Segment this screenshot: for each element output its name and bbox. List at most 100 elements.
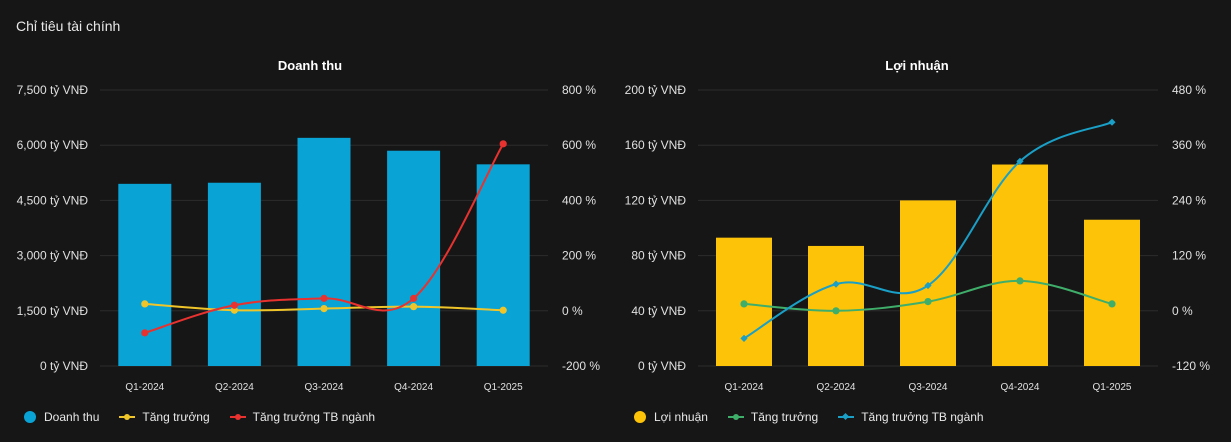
- y-right-tick-label: 480 %: [1172, 83, 1206, 97]
- x-tick-label: Q1-2025: [484, 382, 523, 393]
- line-series: [141, 300, 507, 314]
- series-line: [144, 302, 504, 312]
- bar: [716, 237, 772, 366]
- x-tick-label: Q1-2024: [125, 382, 164, 393]
- y-left-tick-label: 160 tỷ VNĐ: [625, 138, 687, 152]
- y-left-tick-label: 6,000 tỷ VNĐ: [17, 138, 89, 152]
- y-right-tick-label: 120 %: [1172, 249, 1206, 263]
- page-title: Chỉ tiêu tài chính: [16, 18, 121, 34]
- y-left-tick-label: 80 tỷ VNĐ: [631, 249, 686, 263]
- y-right-tick-label: 800 %: [562, 83, 596, 97]
- bar: [118, 183, 172, 366]
- chart-title: Lợi nhuận: [885, 58, 948, 73]
- y-left-tick-label: 40 tỷ VNĐ: [631, 304, 686, 318]
- legend-line-symbol: [229, 412, 246, 422]
- bar: [808, 245, 864, 366]
- legend-label: Tăng trưởng: [142, 410, 210, 424]
- y-right-tick-label: 0 %: [562, 304, 583, 318]
- x-tick-label: Q3-2024: [909, 382, 948, 393]
- chart-title: Doanh thu: [278, 58, 342, 73]
- y-left-tick-label: 0 tỷ VNĐ: [638, 359, 686, 373]
- gridlines: [100, 89, 548, 367]
- legend-line-symbol: [727, 412, 744, 422]
- point: [410, 303, 418, 311]
- point: [410, 294, 418, 302]
- legend-label: Tăng trưởng TB ngành: [252, 410, 376, 424]
- y-right-tick-label: 600 %: [562, 138, 596, 152]
- profit-legend: Lợi nhuận Tăng trưởng Tăng trưởng TB ngà…: [634, 410, 1004, 424]
- legend-label: Lợi nhuận: [654, 410, 708, 424]
- legend-item-revenue-growth[interactable]: Tăng trưởng: [119, 410, 210, 424]
- point: [740, 334, 748, 342]
- x-tick-label: Q4-2024: [1001, 382, 1040, 393]
- bar-series: [118, 137, 530, 366]
- point: [1016, 277, 1024, 285]
- x-tick-label: Q1-2025: [1093, 382, 1132, 393]
- series-line: [743, 279, 1113, 312]
- line-series: [141, 140, 507, 337]
- y-left-tick-label: 3,000 tỷ VNĐ: [17, 249, 89, 263]
- series-line: [144, 143, 505, 334]
- y-left-tick-label: 120 tỷ VNĐ: [625, 193, 687, 207]
- bar: [387, 150, 441, 366]
- y-right-tick-label: -200 %: [562, 359, 600, 373]
- x-tick-label: Q3-2024: [305, 382, 344, 393]
- point: [141, 329, 149, 337]
- bar: [207, 182, 261, 366]
- legend-item-revenue[interactable]: Doanh thu: [24, 410, 99, 424]
- y-right-tick-label: 0 %: [1172, 304, 1193, 318]
- point: [740, 300, 748, 308]
- gridlines: [698, 89, 1158, 367]
- legend-bar-symbol: [24, 411, 36, 423]
- point: [230, 306, 238, 314]
- y-left-tick-label: 0 tỷ VNĐ: [40, 359, 88, 373]
- y-right-tick-label: 400 %: [562, 193, 596, 207]
- x-tick-label: Q1-2024: [725, 382, 764, 393]
- x-tick-label: Q4-2024: [394, 382, 433, 393]
- revenue-legend: Doanh thu Tăng trưởng Tăng trưởng TB ngà…: [24, 410, 395, 424]
- y-left-tick-label: 4,500 tỷ VNĐ: [17, 193, 89, 207]
- bar: [476, 164, 530, 366]
- point: [1108, 300, 1116, 308]
- series-line: [743, 121, 1113, 340]
- point: [499, 140, 507, 148]
- point: [320, 304, 328, 313]
- bar-series: [716, 164, 1140, 366]
- bar: [297, 137, 351, 366]
- legend-label: Tăng trưởng TB ngành: [861, 410, 984, 424]
- legend-label: Doanh thu: [44, 410, 100, 424]
- point: [141, 300, 149, 308]
- point: [230, 301, 238, 309]
- x-tick-label: Q2-2024: [215, 382, 254, 393]
- point: [832, 307, 840, 315]
- point: [499, 306, 507, 314]
- y-left-tick-label: 7,500 tỷ VNĐ: [17, 83, 89, 97]
- x-tick-label: Q2-2024: [817, 382, 856, 393]
- bar: [992, 164, 1048, 366]
- point: [924, 281, 932, 290]
- point: [320, 294, 328, 302]
- y-right-tick-label: -120 %: [1172, 359, 1210, 373]
- bar: [900, 200, 956, 366]
- y-right-tick-label: 200 %: [562, 249, 596, 263]
- y-left-tick-label: 1,500 tỷ VNĐ: [17, 304, 89, 318]
- point: [1016, 157, 1024, 165]
- legend-item-profit-industry-growth[interactable]: Tăng trưởng TB ngành: [838, 410, 984, 424]
- legend-label: Tăng trưởng: [750, 410, 819, 424]
- point: [924, 298, 932, 306]
- legend-item-profit-growth[interactable]: Tăng trưởng: [727, 410, 819, 424]
- legend-item-revenue-industry-growth[interactable]: Tăng trưởng TB ngành: [229, 410, 376, 424]
- legend-line-symbol: [838, 412, 855, 422]
- point: [1108, 118, 1116, 126]
- y-right-tick-label: 360 %: [1172, 138, 1206, 152]
- legend-bar-symbol: [634, 411, 646, 423]
- y-left-tick-label: 200 tỷ VNĐ: [625, 83, 687, 97]
- point: [832, 280, 840, 288]
- line-series: [740, 277, 1116, 315]
- legend-item-profit[interactable]: Lợi nhuận: [634, 410, 708, 424]
- legend-line-symbol: [119, 412, 136, 422]
- line-series: [740, 118, 1116, 342]
- y-right-tick-label: 240 %: [1172, 193, 1206, 207]
